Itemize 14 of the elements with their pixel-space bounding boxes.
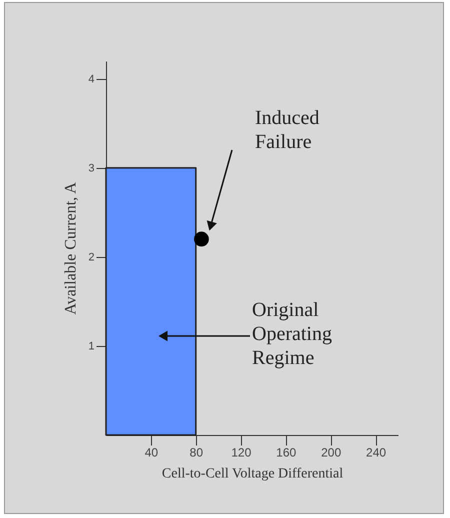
x-tick-label: 200: [321, 446, 342, 460]
x-axis-title: Cell-to-Cell Voltage Differential: [162, 466, 344, 482]
x-tick-label: 160: [276, 446, 297, 460]
y-tick-label: 1: [88, 340, 94, 352]
y-tick-label: 4: [88, 73, 94, 86]
x-tick-label: 120: [231, 446, 252, 460]
y-tick-label: 2: [88, 251, 94, 264]
annotation: Original Operating Regime: [252, 299, 332, 369]
y-axis-title: Available Current, A: [62, 182, 80, 315]
y-tick-label: 3: [88, 162, 94, 174]
x-tick-label: 240: [366, 446, 386, 460]
x-tick-label: 40: [144, 446, 158, 460]
annotation: Induced Failure: [255, 107, 320, 153]
x-tick-label: 80: [190, 446, 204, 460]
